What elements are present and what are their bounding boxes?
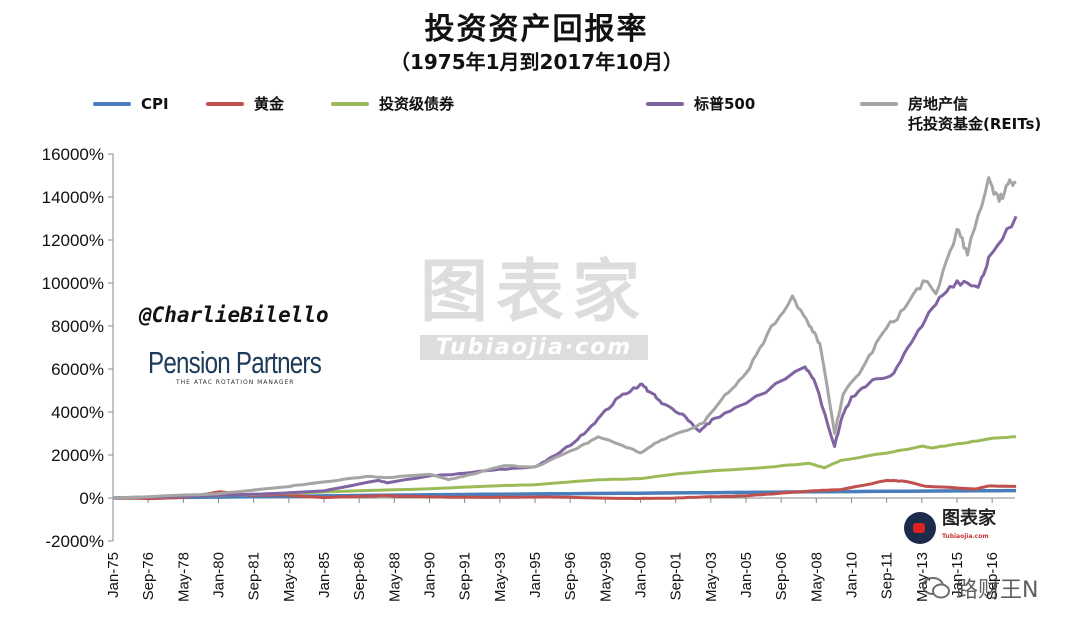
x-tick-label: May-08 [808, 552, 825, 602]
x-tick-label: Jan-90 [421, 552, 438, 598]
site-logo-text: 图表家 [942, 508, 996, 529]
x-tick-label: Sep-11 [879, 552, 896, 599]
y-tick-label: 8000% [51, 317, 104, 336]
legend-item-cpi: CPI [93, 94, 169, 114]
watermark: 图表家 Tubiaojia·com [420, 236, 649, 360]
x-tick-label: Sep-91 [457, 552, 474, 600]
legend-label: 标普500 [694, 95, 756, 113]
legend-label: 投资级债券 [379, 95, 455, 113]
x-tick-label: May-93 [492, 552, 509, 602]
legend-swatch [93, 102, 131, 106]
chart-title: 投资资产回报率 [424, 12, 649, 47]
site-logo: 图表家 Tubiaojia.com [904, 510, 996, 546]
brand-name: Pension Partners [148, 345, 322, 380]
series-line-reits [112, 176, 1017, 500]
x-tick-label: May-98 [597, 552, 614, 602]
x-tick-label: Jan-00 [632, 552, 649, 598]
legend-item-sp500: 标普500 [646, 94, 755, 114]
site-logo-icon [904, 512, 936, 544]
x-tick-label: Jan-80 [210, 552, 227, 598]
brand-logo: Pension Partners THE ATAC ROTATION MANAG… [148, 345, 370, 386]
legend-swatch [331, 102, 369, 106]
y-tick-label: -2000% [45, 532, 104, 551]
site-logo-url: Tubiaojia.com [942, 533, 989, 540]
y-tick-label: 10000% [42, 274, 104, 293]
legend-label: 黄金 [254, 95, 285, 113]
wechat-badge: 路财王N [922, 572, 1038, 604]
y-tick-label: 4000% [51, 403, 104, 422]
x-tick-label: Jan-05 [738, 552, 755, 598]
series-line-sp500 [112, 215, 1018, 500]
series-line-bonds [112, 435, 1017, 500]
watermark-url: Tubiaojia·com [420, 335, 649, 360]
legend-item-bonds: 投资级债券 [331, 94, 454, 114]
x-tick-label: Jan-85 [316, 552, 333, 598]
x-tick-label: May-83 [281, 552, 298, 602]
brand-tagline: THE ATAC ROTATION MANAGER [176, 379, 295, 386]
y-tick-label: 14000% [42, 188, 104, 207]
x-tick-label: Jan-95 [527, 552, 544, 598]
x-tick-label: May-88 [386, 552, 403, 602]
x-tick-label: Sep-06 [773, 552, 790, 600]
x-tick-label: Sep-16 [984, 552, 1001, 600]
legend-label: CPI [141, 95, 169, 113]
x-tick-label: Jan-75 [105, 552, 122, 598]
watermark-title: 图表家 [420, 253, 649, 332]
legend-item-reits: 房地产信 托投资基金(REITs) [860, 94, 1041, 134]
legend-swatch [860, 102, 898, 106]
y-tick-label: 2000% [51, 446, 104, 465]
legend-item-gold: 黄金 [206, 94, 284, 114]
x-tick-label: Sep-01 [668, 552, 685, 600]
legend-label: 房地产信 托投资基金(REITs) [908, 95, 1042, 133]
legend: CPI 黄金 投资级债券 标普500 房地产信 托投资基金(REITs) [0, 94, 1073, 144]
y-tick-label: 12000% [42, 231, 104, 250]
wechat-label: 路财王N [956, 578, 1039, 603]
x-tick-label: Sep-76 [140, 552, 157, 600]
y-tick-label: 16000% [42, 145, 104, 164]
x-tick-label: Jan-15 [949, 552, 966, 598]
legend-swatch [646, 102, 684, 106]
x-tick-label: Sep-86 [351, 552, 368, 600]
x-tick-label: Sep-96 [562, 552, 579, 600]
author-handle: @CharlieBilello [139, 303, 329, 327]
chart-subtitle: （1975年1月到2017年10月） [389, 50, 684, 74]
x-tick-label: May-03 [703, 552, 720, 602]
legend-swatch [206, 102, 244, 106]
x-tick-label: Sep-81 [246, 552, 263, 600]
x-tick-label: May-13 [914, 552, 931, 602]
x-tick-label: May-78 [175, 552, 192, 602]
wechat-icon [922, 577, 950, 599]
y-tick-label: 0% [79, 489, 104, 508]
x-tick-label: Jan-10 [843, 552, 860, 598]
y-tick-label: 6000% [51, 360, 104, 379]
